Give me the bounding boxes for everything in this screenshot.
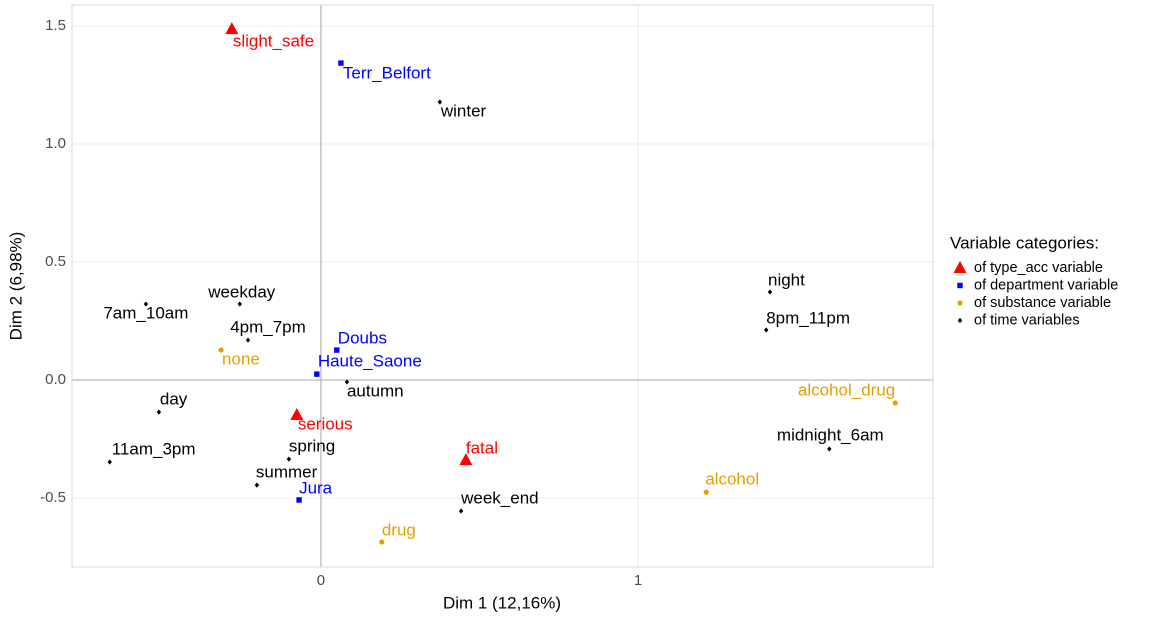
y-tick-label: 0.5 xyxy=(45,253,66,270)
x-axis-title: Dim 1 (12,16%) xyxy=(443,593,561,612)
point xyxy=(218,347,224,353)
y-tick-label: 1.0 xyxy=(45,135,66,152)
point-label: Terr_Belfort xyxy=(343,64,431,83)
y-tick-label: 1.5 xyxy=(45,17,66,34)
point-label: midnight_6am xyxy=(777,425,884,444)
y-axis-title: Dim 2 (6,98%) xyxy=(6,232,25,341)
point xyxy=(458,508,464,514)
point-label: spring xyxy=(289,437,335,456)
legend-marker xyxy=(957,300,963,306)
point xyxy=(254,482,260,488)
point-label: alcohol_drug xyxy=(798,380,895,399)
point xyxy=(763,327,769,333)
point-label: slight_safe xyxy=(233,32,314,51)
point-label: Jura xyxy=(299,478,333,497)
point xyxy=(225,22,239,35)
point-label: drug xyxy=(382,520,416,539)
point xyxy=(703,489,709,495)
point xyxy=(237,301,242,307)
point xyxy=(245,337,251,343)
point xyxy=(296,497,302,503)
point-label: fatal xyxy=(466,439,498,458)
legend-label: of department variable xyxy=(974,277,1118,293)
legend-title: Variable categories: xyxy=(950,233,1099,252)
point-label: winter xyxy=(440,101,487,120)
legend-marker xyxy=(953,261,967,273)
point xyxy=(892,400,898,406)
point-label: serious xyxy=(298,414,353,433)
legend-label: of time variables xyxy=(974,312,1080,328)
grid-layer xyxy=(72,5,933,567)
point-label: night xyxy=(768,271,805,290)
point xyxy=(143,301,149,307)
x-tick-label: 0 xyxy=(317,572,325,589)
point-label: week_end xyxy=(460,489,539,508)
point xyxy=(314,371,320,377)
point xyxy=(334,347,340,353)
legend-label: of substance variable xyxy=(974,295,1111,311)
point-label: 11am_3pm xyxy=(112,439,196,458)
point-label: weekday xyxy=(207,283,276,302)
point-label: autumn xyxy=(347,381,404,400)
point-label: none xyxy=(222,350,260,369)
point xyxy=(767,289,773,295)
point-label: 7am_10am xyxy=(103,304,188,323)
legend-marker xyxy=(957,282,963,289)
point xyxy=(437,99,443,105)
point xyxy=(156,409,162,415)
point xyxy=(107,459,112,465)
point-label: day xyxy=(160,390,188,409)
point-label: Doubs xyxy=(338,329,387,348)
point xyxy=(459,453,473,466)
point xyxy=(338,60,344,66)
point-label: 4pm_7pm xyxy=(230,318,306,337)
x-tick-label: 1 xyxy=(634,572,642,589)
y-tick-label: 0.0 xyxy=(45,371,66,388)
point-label: alcohol xyxy=(705,470,759,489)
point xyxy=(827,446,832,452)
point-label: Haute_Saone xyxy=(318,352,422,371)
legend-marker xyxy=(957,317,963,324)
point-label: summer xyxy=(256,463,318,482)
plot-panel xyxy=(71,4,934,568)
point xyxy=(286,456,292,462)
y-tick-label: -0.5 xyxy=(40,489,66,506)
point xyxy=(379,539,385,545)
point xyxy=(344,379,350,385)
legend-label: of type_acc variable xyxy=(974,260,1103,276)
point xyxy=(290,407,304,420)
point-label: 8pm_11pm xyxy=(766,309,850,328)
